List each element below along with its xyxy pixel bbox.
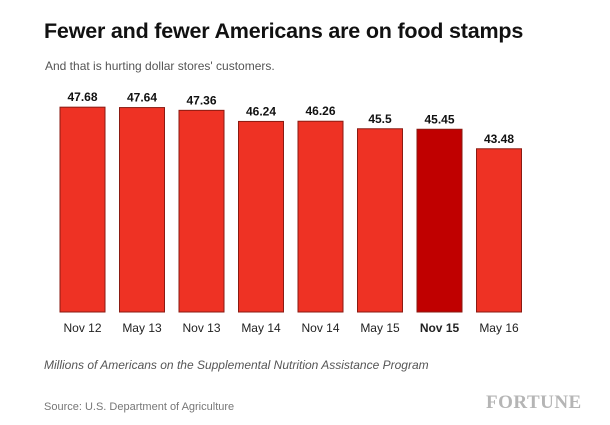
- fortune-logo: FORTUNE: [486, 392, 582, 413]
- bar: [416, 128, 463, 313]
- x-tick-label: May 15: [360, 321, 400, 335]
- value-label: 43.48: [484, 132, 514, 146]
- bar: [297, 120, 344, 313]
- x-tick-label: Nov 15: [420, 321, 460, 335]
- chart-subtitle: And that is hurting dollar stores' custo…: [45, 59, 275, 73]
- value-label: 45.5: [368, 112, 392, 126]
- bar: [59, 106, 106, 313]
- value-label: 45.45: [424, 112, 454, 126]
- bar: [178, 109, 225, 313]
- x-tick-label: May 16: [479, 321, 519, 335]
- chart-title: Fewer and fewer Americans are on food st…: [44, 19, 524, 43]
- source-credit: Source: U.S. Department of Agriculture: [44, 401, 235, 413]
- x-tick-label: Nov 12: [63, 321, 101, 335]
- value-label: 46.24: [246, 104, 276, 118]
- x-tick-label: Nov 13: [182, 321, 220, 335]
- value-label: 47.68: [67, 90, 97, 104]
- chart-note: Millions of Americans on the Supplementa…: [44, 358, 429, 372]
- x-tick-label: May 13: [122, 321, 162, 335]
- x-tick-label: May 14: [241, 321, 281, 335]
- x-tick-label: Nov 14: [301, 321, 339, 335]
- bar: [357, 128, 403, 313]
- bar: [238, 120, 284, 313]
- value-label: 47.64: [127, 91, 157, 105]
- value-label: 46.26: [305, 104, 335, 118]
- bar: [476, 148, 522, 313]
- bar: [119, 107, 165, 313]
- value-label: 47.36: [186, 93, 216, 107]
